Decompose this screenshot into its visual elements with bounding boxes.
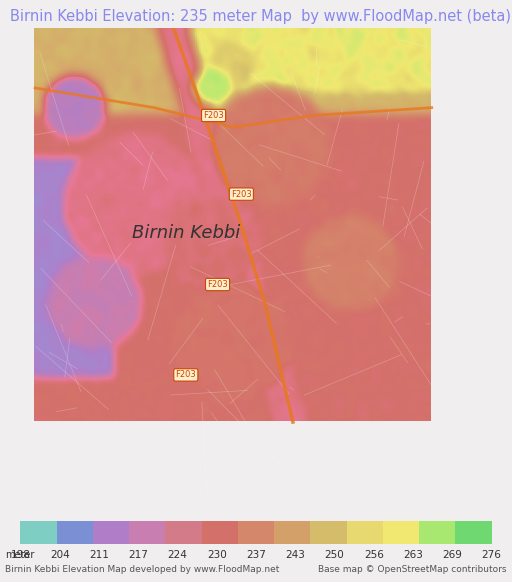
Text: 230: 230 [207,550,227,560]
Text: 250: 250 [325,550,345,560]
Text: 276: 276 [482,550,501,560]
Text: 237: 237 [246,550,266,560]
Text: Birnin Kebbi Elevation: 235 meter Map  by www.FloodMap.net (beta): Birnin Kebbi Elevation: 235 meter Map by… [10,9,511,24]
Bar [20,521,57,544]
Bar [419,521,455,544]
Bar [347,521,383,544]
Text: 211: 211 [89,550,109,560]
Bar [165,521,202,544]
Text: 217: 217 [129,550,148,560]
Bar [202,521,238,544]
Bar [310,521,347,544]
Text: 263: 263 [403,550,423,560]
Text: Birnin Kebbi: Birnin Kebbi [132,225,240,243]
Bar [129,521,165,544]
Text: 224: 224 [167,550,187,560]
Text: Base map © OpenStreetMap contributors: Base map © OpenStreetMap contributors [318,566,507,574]
Bar [93,521,129,544]
Bar [383,521,419,544]
Text: Birnin Kebbi Elevation Map developed by www.FloodMap.net: Birnin Kebbi Elevation Map developed by … [5,566,280,574]
Bar [455,521,492,544]
Text: 256: 256 [364,550,383,560]
Text: F203: F203 [176,370,196,379]
Text: meter: meter [5,550,34,560]
Text: F203: F203 [203,111,224,120]
Text: F203: F203 [207,280,228,289]
Text: 269: 269 [442,550,462,560]
Bar [274,521,310,544]
Bar [238,521,274,544]
Text: 198: 198 [11,550,30,560]
Text: 243: 243 [285,550,305,560]
Bar [57,521,93,544]
Text: 204: 204 [50,550,70,560]
Text: F203: F203 [231,190,252,198]
